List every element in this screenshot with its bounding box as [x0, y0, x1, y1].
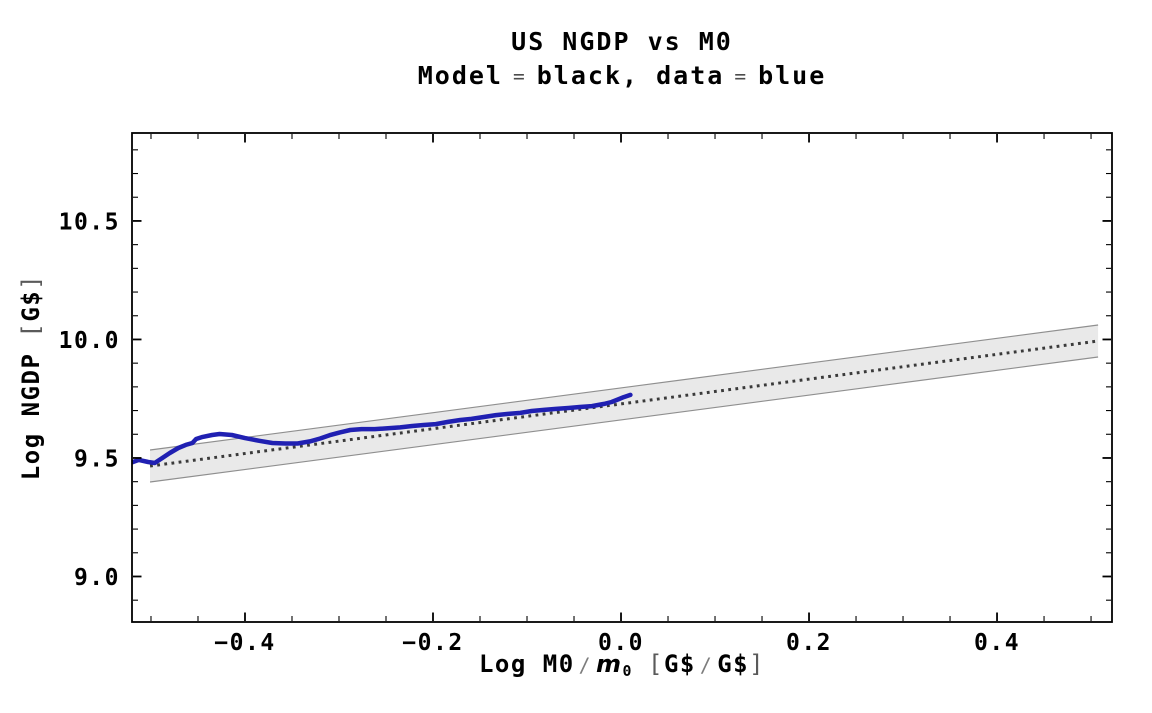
x-label-subscript: 0 — [622, 662, 633, 680]
model-band — [150, 325, 1099, 482]
divide-slash: / — [699, 654, 714, 677]
x-unit-1: G$ — [663, 650, 696, 678]
y-tick-label: 10.0 — [59, 328, 120, 354]
y-label-prefix: Log NGDP — [17, 352, 45, 481]
x-tick-label: 0.4 — [974, 630, 1020, 656]
x-tick-label: −0.2 — [402, 630, 463, 656]
plot-frame — [131, 132, 1113, 623]
x-unit-2: G$ — [717, 650, 750, 678]
x-tick-label: 0.2 — [786, 630, 832, 656]
y-axis-label: Log NGDP [G$] — [17, 274, 45, 480]
x-tick-label: −0.4 — [214, 630, 275, 656]
y-tick-label: 9.5 — [74, 446, 120, 472]
x-label-variable: m — [596, 650, 623, 678]
subtitle-model-word: Model — [417, 61, 503, 90]
subtitle-blue-word: blue — [758, 61, 827, 90]
band-bottom-edge — [149, 356, 1099, 483]
equals-sign: = — [734, 65, 749, 88]
chart-title: US NGDP vs M0 — [511, 27, 733, 56]
data-curve — [132, 392, 633, 466]
y-unit: G$ — [17, 289, 45, 322]
divide-slash: / — [578, 654, 592, 677]
open-bracket: [ — [647, 650, 664, 678]
x-tick-label: 0.0 — [598, 630, 644, 656]
y-tick-label: 9.0 — [74, 565, 120, 591]
close-bracket: ] — [17, 273, 45, 290]
y-tick-label: 10.5 — [59, 209, 120, 235]
open-bracket: [ — [17, 321, 45, 338]
model-line — [149, 339, 1099, 468]
x-axis-label: Log M0/m0 [G$ / G$] — [132, 650, 1112, 680]
chart-subtitle: Model = black, data = blue — [132, 61, 1112, 90]
subtitle-black-data: black, data — [536, 61, 725, 90]
close-bracket: ] — [749, 650, 766, 678]
equals-sign: = — [512, 65, 527, 88]
band-top-edge — [149, 324, 1099, 451]
x-label-prefix: Log M0 — [478, 650, 575, 678]
